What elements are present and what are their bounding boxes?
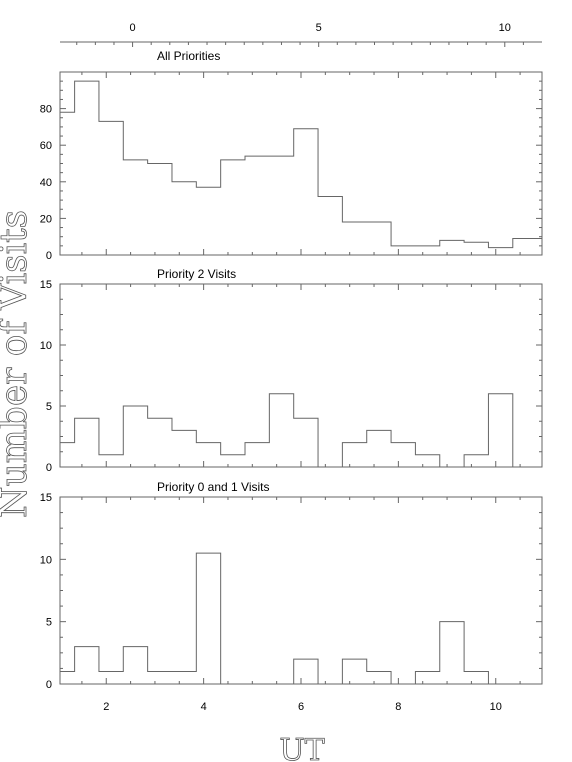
panel-priority-2: Priority 2 Visits 0 5 10 15 <box>40 267 543 474</box>
y-tick-label: 20 <box>40 213 52 225</box>
histogram-series <box>60 393 542 468</box>
y-tick-label: 40 <box>40 177 52 189</box>
y-tick-label: 60 <box>40 140 52 152</box>
y-tick-label: 0 <box>46 679 52 691</box>
y-tick-label: 10 <box>40 554 52 566</box>
top-axis-tick-label: 0 <box>130 22 136 34</box>
x-tick-label: 4 <box>201 701 207 713</box>
panel-frame <box>59 283 543 468</box>
histogram-series <box>60 552 542 685</box>
y-tick-label: 5 <box>46 401 52 413</box>
y-axis-label: Number of Visits <box>0 210 35 518</box>
y-tick-label: 5 <box>46 617 52 629</box>
y-tick-label: 80 <box>40 104 52 116</box>
x-tick-label: 10 <box>490 701 502 713</box>
panel-title: Priority 0 and 1 Visits <box>157 480 270 494</box>
panel-frame <box>59 71 543 256</box>
panel-title: All Priorities <box>157 49 220 63</box>
x-tick-label: 6 <box>298 701 304 713</box>
histogram-series <box>60 80 543 249</box>
y-tick-label: 15 <box>40 492 52 504</box>
y-tick-label: 0 <box>46 462 52 474</box>
y-tick-label: 10 <box>40 340 52 352</box>
panel-all-priorities: All Priorities 0 20 40 60 80 <box>40 49 543 262</box>
x-tick-label: 8 <box>395 701 401 713</box>
top-axis: 0 5 10 <box>60 22 542 47</box>
panel-priority-0-1: Priority 0 and 1 Visits 0 5 10 15 <box>40 480 543 691</box>
top-axis-tick-label: 10 <box>499 22 511 34</box>
y-tick-label: 15 <box>40 279 52 291</box>
panel-title: Priority 2 Visits <box>157 267 236 281</box>
panel-frame <box>59 496 543 685</box>
y-tick-label: 0 <box>46 250 52 262</box>
top-axis-tick-label: 5 <box>316 22 322 34</box>
x-axis-label: UT <box>279 733 324 762</box>
bottom-axis: 2 4 6 8 10 <box>103 701 502 713</box>
x-tick-label: 2 <box>103 701 109 713</box>
